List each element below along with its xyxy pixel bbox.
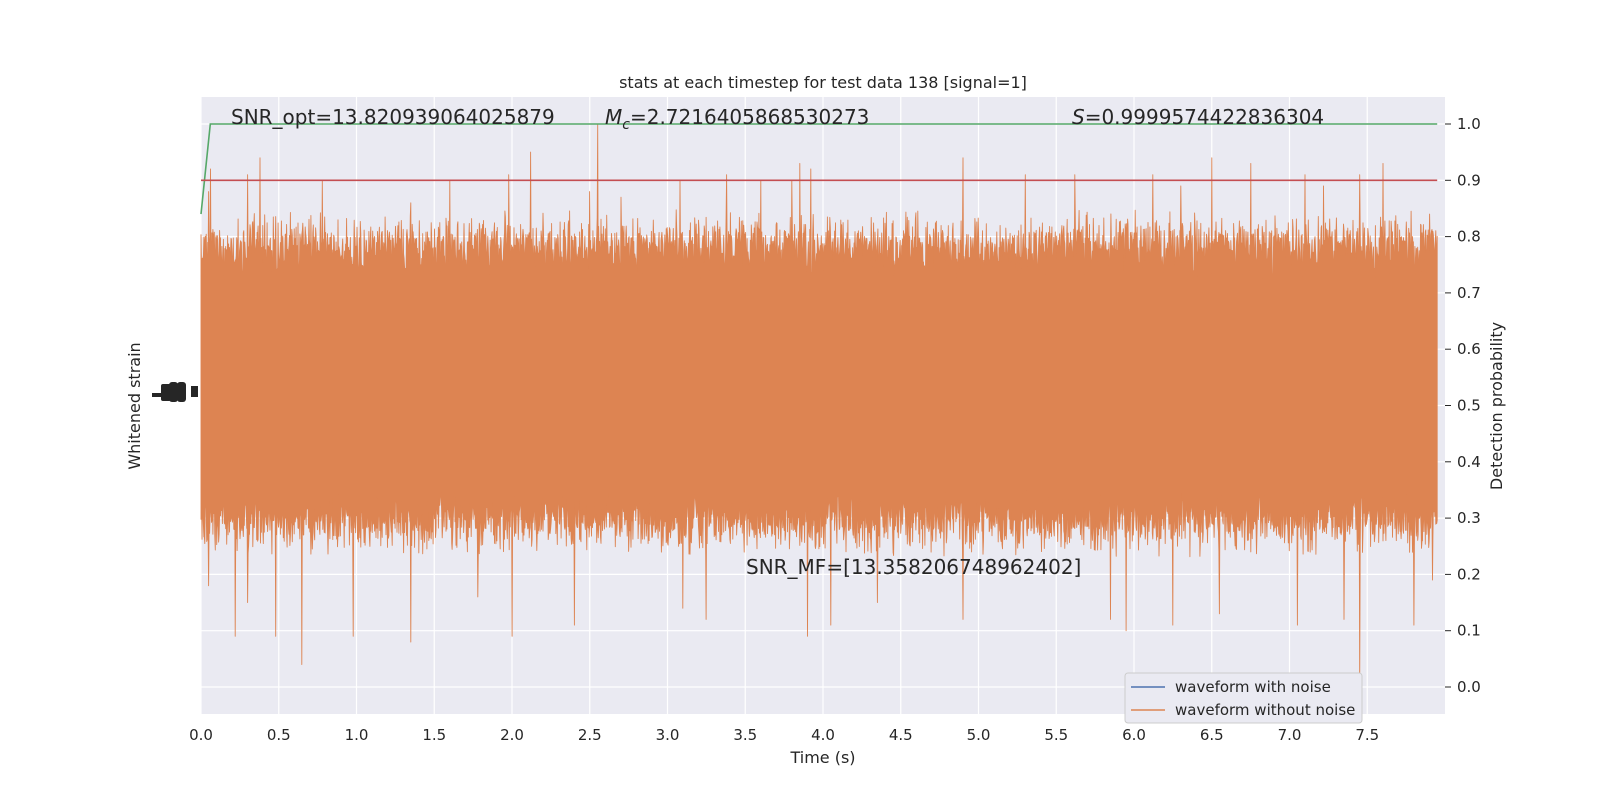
x-tick-label: 3.5 xyxy=(733,726,757,744)
x-tick-label: 1.0 xyxy=(345,726,369,744)
x-tick-label: 5.5 xyxy=(1044,726,1068,744)
left-axis-overlapping-ticks xyxy=(152,382,198,402)
y-tick-label: 0.2 xyxy=(1457,565,1481,583)
left-tick-blob xyxy=(191,386,198,397)
s-annotation: S=0.9999574422836304 xyxy=(1072,105,1324,129)
x-tick-label: 6.5 xyxy=(1200,726,1224,744)
x-tick-label: 5.0 xyxy=(967,726,991,744)
chirp-mass-value: =2.7216405868530273 xyxy=(630,105,869,129)
x-tick-label: 2.0 xyxy=(500,726,524,744)
y-tick-label: 1.0 xyxy=(1457,115,1481,133)
y-left-axis-label: Whitened strain xyxy=(125,342,144,469)
y-tick-label: 0.5 xyxy=(1457,397,1481,415)
y-tick-label: 0.9 xyxy=(1457,171,1481,189)
x-tick-label: 4.0 xyxy=(811,726,835,744)
legend-label-with-noise: waveform with noise xyxy=(1175,678,1331,696)
left-tick-blob xyxy=(161,384,171,401)
s-symbol: S xyxy=(1072,105,1085,129)
y-right-axis-ticks: 0.0 0.1 0.2 0.3 0.4 0.5 0.6 0.7 0.8 0.9 1.0 xyxy=(1445,115,1481,696)
x-axis-label: Time (s) xyxy=(789,748,855,767)
snr-mf-annotation: SNR_MF=[13.358206748962402] xyxy=(746,555,1081,579)
y-tick-label: 0.8 xyxy=(1457,228,1481,246)
left-tick-blob xyxy=(152,393,166,397)
x-tick-label: 4.5 xyxy=(889,726,913,744)
x-tick-label: 2.5 xyxy=(578,726,602,744)
x-tick-label: 6.0 xyxy=(1122,726,1146,744)
snr-opt-annotation: SNR_opt=13.820939064025879 xyxy=(231,105,555,129)
waveform-without-noise-area xyxy=(200,123,1438,688)
y-tick-label: 0.1 xyxy=(1457,622,1481,640)
legend: waveform with noise waveform without noi… xyxy=(1124,672,1363,724)
detection-probability-line xyxy=(200,123,1438,215)
chirp-mass-annotation: Mc=2.7216405868530273 xyxy=(605,105,869,133)
y-tick-label: 0.4 xyxy=(1457,453,1481,471)
y-tick-label: 0.7 xyxy=(1457,284,1481,302)
x-tick-label: 0.0 xyxy=(189,726,213,744)
x-tick-label: 7.5 xyxy=(1355,726,1379,744)
legend-label-without-noise: waveform without noise xyxy=(1175,701,1355,719)
y-tick-label: 0.0 xyxy=(1457,678,1481,696)
waveform-without-noise-trace xyxy=(200,123,1438,688)
s-value: =0.9999574422836304 xyxy=(1085,105,1324,129)
legend-box xyxy=(1124,672,1363,724)
x-tick-label: 0.5 xyxy=(267,726,291,744)
chart-title: stats at each timestep for test data 138… xyxy=(619,73,1027,92)
x-tick-label: 3.0 xyxy=(656,726,680,744)
x-axis-ticks: 0.0 0.5 1.0 1.5 2.0 2.5 3.0 3.5 4.0 4.5 5.0 5.5 6.0 6… xyxy=(189,726,1379,744)
probability-lines xyxy=(200,123,1438,215)
x-tick-label: 1.5 xyxy=(422,726,446,744)
x-tick-label: 7.0 xyxy=(1278,726,1302,744)
y-tick-label: 0.3 xyxy=(1457,509,1481,527)
left-tick-blob xyxy=(177,382,186,402)
chirp-mass-subscript: c xyxy=(622,117,630,133)
left-tick-blob xyxy=(169,382,178,402)
y-right-axis-label: Detection probability xyxy=(1487,322,1506,490)
chirp-mass-symbol: M xyxy=(605,105,622,129)
y-tick-label: 0.6 xyxy=(1457,340,1481,358)
